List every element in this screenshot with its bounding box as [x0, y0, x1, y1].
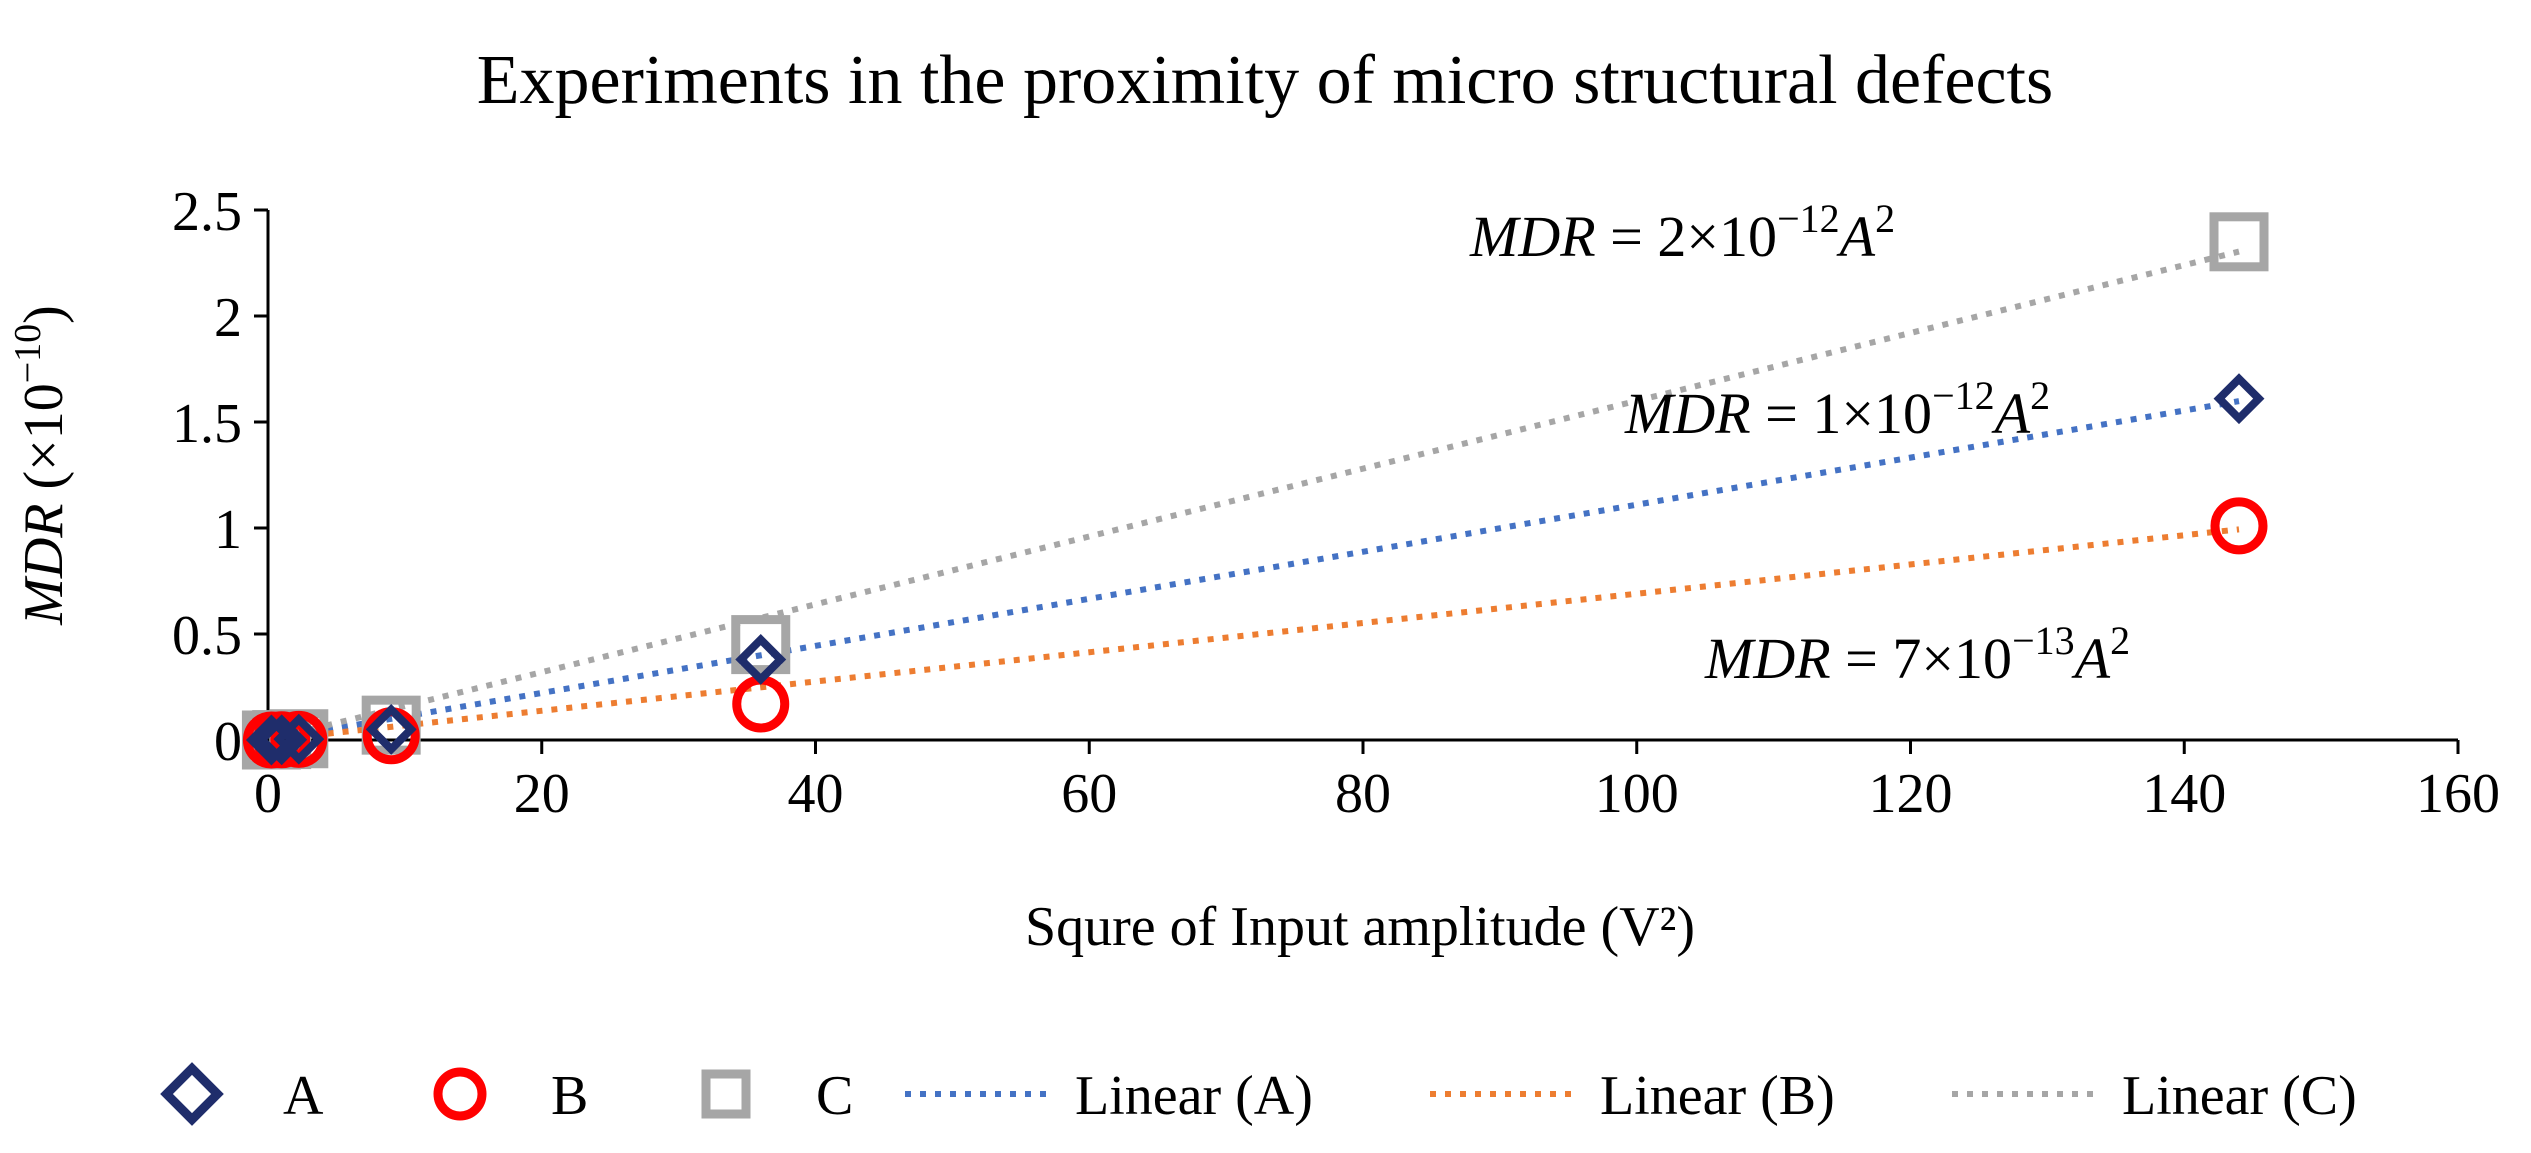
data-point-a	[273, 713, 325, 765]
y-tick-label: 1.5	[172, 393, 242, 455]
data-point-a	[735, 633, 787, 685]
data-point-a	[245, 714, 297, 766]
legend-marker-c	[701, 1069, 751, 1119]
legend-label-b: B	[551, 1065, 588, 1127]
x-tick-label: 100	[1595, 763, 1679, 825]
chart-title: Experiments in the proximity of micro st…	[477, 42, 2054, 119]
x-tick-label: 40	[788, 763, 844, 825]
legend-marker-a	[160, 1062, 224, 1126]
legend-label-a: A	[283, 1065, 324, 1127]
x-tick-label: 60	[1061, 763, 1117, 825]
x-axis-label: Squre of Input amplitude (V²)	[1025, 896, 1695, 958]
legend: A B C Linear (A) Linear (B) Linear (C)	[160, 1062, 2357, 1127]
y-axis-label: MDR (×10−10)	[7, 305, 75, 626]
equation-b: MDR = 7×10−13A2	[1704, 618, 2130, 691]
x-tick-label: 140	[2142, 763, 2226, 825]
equation-c: MDR = 2×10−12A2	[1469, 196, 1895, 269]
data-point-a	[2213, 373, 2265, 425]
legend-marker-b	[433, 1067, 487, 1121]
x-tick-label: 20	[514, 763, 570, 825]
x-tick-label: 80	[1335, 763, 1391, 825]
axes: 0 20 40 60 80 100 120 140 160 0 0.5 1 1.5 2 2.5	[172, 181, 2500, 825]
data-point-c	[731, 615, 791, 675]
y-tick-label: 1	[214, 499, 242, 561]
trendline-linear-a	[267, 398, 2240, 743]
y-axis-label-close: )	[13, 305, 75, 324]
y-tick-label: 2.5	[172, 181, 242, 243]
data-point-c	[2209, 212, 2269, 272]
y-axis-label-var: MDR	[13, 504, 75, 626]
legend-label-c: C	[816, 1065, 853, 1127]
data-point-a	[365, 703, 417, 755]
legend-label-linear-c: Linear (C)	[2122, 1065, 2357, 1127]
legend-label-linear-a: Linear (A)	[1075, 1065, 1313, 1127]
equation-a: MDR = 1×10−12A2	[1624, 373, 2050, 446]
legend-label-linear-b: Linear (B)	[1600, 1065, 1835, 1127]
trendline-linear-b	[267, 526, 2240, 743]
y-tick-label: 0.5	[172, 605, 242, 667]
x-tick-label: 120	[1869, 763, 1953, 825]
x-tick-label: 160	[2416, 763, 2500, 825]
y-tick-label: 0	[214, 711, 242, 773]
data-points	[241, 212, 2269, 770]
data-point-b	[2210, 497, 2268, 555]
x-tick-label: 0	[254, 763, 282, 825]
trendline-layer	[267, 248, 2240, 743]
y-axis-label-unit: (×10	[13, 383, 75, 503]
y-axis-label-exp: −10	[7, 324, 49, 383]
y-tick-label: 2	[214, 287, 242, 349]
